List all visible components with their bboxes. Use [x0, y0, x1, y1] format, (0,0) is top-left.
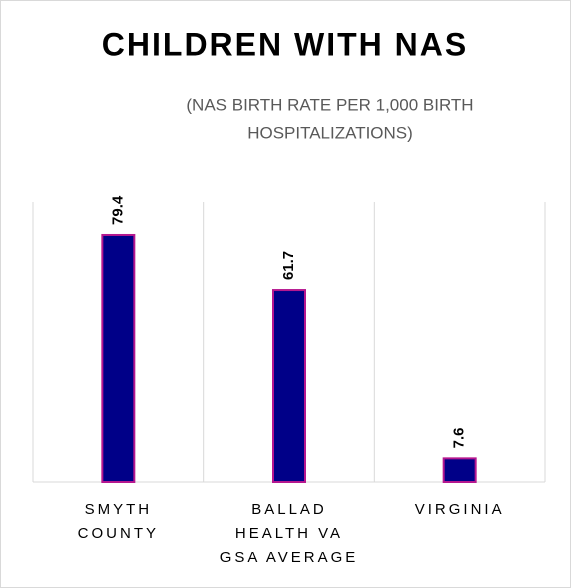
x-tick-label-line: GSA AVERAGE: [220, 549, 359, 566]
data-label: 79.4: [109, 195, 126, 225]
x-tick-label-line: HEALTH VA: [235, 525, 343, 542]
x-tick-label-line: COUNTY: [78, 525, 159, 542]
bar: [101, 233, 136, 483]
chart-subtitle: (NAS BIRTH RATE PER 1,000 BIRTH: [186, 95, 473, 114]
chart-subtitle: HOSPITALIZATIONS): [247, 123, 413, 142]
x-tick-label-line: SMYTH: [85, 501, 153, 518]
x-tick-label-line: BALLAD: [251, 501, 327, 518]
bar: [272, 289, 306, 483]
x-tick-label: VIRGINIA: [415, 501, 505, 518]
data-label: 61.7: [280, 251, 297, 280]
x-tick-label: SMYTH COUNTY: [78, 501, 159, 542]
chart-title: CHILDREN WITH NAS: [102, 26, 468, 62]
bar: [442, 457, 477, 484]
x-tick-label-line: VIRGINIA: [415, 501, 505, 518]
x-tick-label: BALLAD HEALTH VA GSA AVERAGE: [220, 501, 359, 566]
data-label: 7.6: [451, 427, 468, 448]
